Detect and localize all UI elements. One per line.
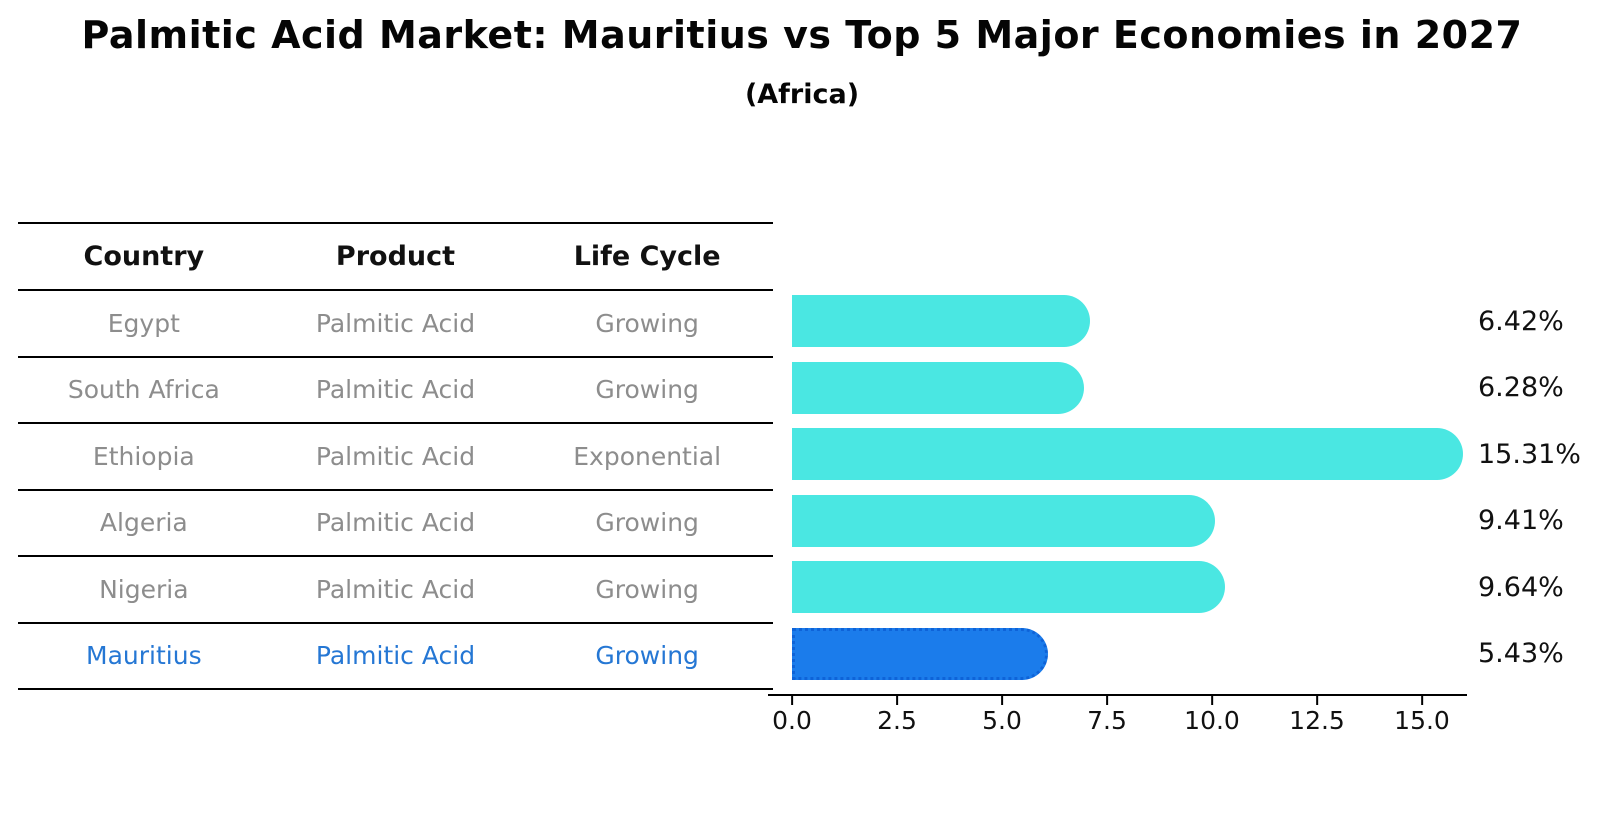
cell-country: Egypt bbox=[107, 308, 180, 338]
column-header-country: Country bbox=[83, 241, 205, 272]
bar-plot bbox=[792, 288, 1492, 687]
table-row-south-africa: South Africa Palmitic Acid Growing bbox=[18, 355, 773, 423]
x-tick-12.5: 12.5 bbox=[1289, 696, 1345, 735]
x-tick-mark bbox=[790, 696, 793, 705]
table-row-ethiopia: Ethiopia Palmitic Acid Exponential bbox=[18, 422, 773, 489]
bar-nigeria bbox=[792, 561, 1225, 613]
bar-row-nigeria bbox=[792, 554, 1492, 621]
x-axis-line bbox=[768, 694, 1467, 696]
x-tick-label: 7.5 bbox=[1087, 706, 1127, 735]
bar-value-label: 15.31% bbox=[1478, 438, 1581, 470]
bar-mauritius bbox=[792, 627, 1048, 680]
x-tick-7.5: 7.5 bbox=[1087, 696, 1127, 735]
cell-country: Mauritius bbox=[86, 641, 202, 671]
x-tick-label: 5.0 bbox=[982, 706, 1022, 735]
bar-value-label: 6.28% bbox=[1478, 372, 1564, 404]
bar-value-label: 5.43% bbox=[1478, 638, 1564, 670]
value-label-row-ethiopia: 15.31% bbox=[1478, 421, 1581, 488]
cell-country: Ethiopia bbox=[92, 441, 195, 471]
bar-value-label: 6.42% bbox=[1478, 305, 1564, 337]
cell-country: South Africa bbox=[67, 375, 220, 405]
value-label-row-mauritius: 5.43% bbox=[1478, 621, 1581, 688]
bar-row-mauritius bbox=[792, 621, 1492, 688]
table-row-nigeria: Nigeria Palmitic Acid Growing bbox=[18, 555, 773, 622]
cell-life-cycle: Growing bbox=[595, 574, 699, 604]
x-tick-mark bbox=[1420, 696, 1423, 705]
x-tick-5.0: 5.0 bbox=[982, 696, 1022, 735]
x-tick-2.5: 2.5 bbox=[877, 696, 917, 735]
x-tick-label: 0.0 bbox=[772, 706, 812, 735]
bar-row-south-africa bbox=[792, 355, 1492, 422]
x-tick-label: 15.0 bbox=[1394, 706, 1450, 735]
bar-algeria bbox=[792, 494, 1215, 547]
table-row-egypt: Egypt Palmitic Acid Growing bbox=[18, 289, 773, 356]
value-label-row-egypt: 6.42% bbox=[1478, 288, 1581, 355]
cell-product: Palmitic Acid bbox=[315, 641, 476, 671]
cell-product: Palmitic Acid bbox=[315, 441, 476, 471]
cell-product: Palmitic Acid bbox=[315, 508, 476, 538]
data-table: Country Product Life Cycle Egypt Palmitic Ac… bbox=[18, 222, 773, 690]
table-row-mauritius: Mauritius Palmitic Acid Growing bbox=[18, 621, 773, 689]
bar-row-ethiopia bbox=[792, 421, 1492, 488]
x-axis-ticks: 0.0 2.5 5.0 7.5 10.0 12.5 15.0 bbox=[0, 696, 1604, 746]
bar-value-label: 9.64% bbox=[1478, 571, 1564, 603]
x-tick-label: 2.5 bbox=[877, 706, 917, 735]
cell-life-cycle: Growing bbox=[595, 375, 699, 405]
value-label-row-south-africa: 6.28% bbox=[1478, 355, 1581, 422]
x-tick-mark bbox=[1105, 696, 1108, 705]
column-header-product: Product bbox=[335, 241, 456, 272]
bar-value-labels: 6.42% 6.28% 15.31% 9.41% 9.64% 5.43% bbox=[1478, 288, 1581, 687]
bar-row-algeria bbox=[792, 488, 1492, 555]
x-tick-label: 12.5 bbox=[1289, 706, 1345, 735]
cell-life-cycle: Growing bbox=[595, 641, 699, 671]
bar-row-egypt bbox=[792, 288, 1492, 355]
cell-country: Algeria bbox=[99, 508, 188, 538]
chart-subtitle: (Africa) bbox=[744, 79, 860, 110]
bar-ethiopia bbox=[792, 428, 1463, 480]
bar-value-label: 9.41% bbox=[1478, 505, 1564, 537]
x-tick-label: 10.0 bbox=[1184, 706, 1240, 735]
x-tick-0.0: 0.0 bbox=[772, 696, 812, 735]
cell-product: Palmitic Acid bbox=[315, 308, 476, 338]
x-tick-10.0: 10.0 bbox=[1184, 696, 1240, 735]
cell-life-cycle: Exponential bbox=[573, 441, 722, 471]
bar-egypt bbox=[792, 295, 1090, 347]
table-header-row: Country Product Life Cycle bbox=[18, 222, 773, 289]
x-tick-mark bbox=[895, 696, 898, 705]
x-tick-15.0: 15.0 bbox=[1394, 696, 1450, 735]
chart-title: Palmitic Acid Market: Mauritius vs Top 5… bbox=[81, 13, 1523, 57]
x-tick-mark bbox=[1210, 696, 1213, 705]
cell-product: Palmitic Acid bbox=[315, 375, 476, 405]
column-header-life-cycle: Life Cycle bbox=[573, 241, 721, 272]
x-tick-mark bbox=[1000, 696, 1003, 705]
bar-south-africa bbox=[792, 361, 1084, 414]
value-label-row-nigeria: 9.64% bbox=[1478, 554, 1581, 621]
cell-product: Palmitic Acid bbox=[315, 574, 476, 604]
cell-country: Nigeria bbox=[99, 574, 189, 604]
x-tick-mark bbox=[1315, 696, 1318, 705]
cell-life-cycle: Growing bbox=[595, 308, 699, 338]
cell-life-cycle: Growing bbox=[595, 508, 699, 538]
value-label-row-algeria: 9.41% bbox=[1478, 488, 1581, 555]
table-row-algeria: Algeria Palmitic Acid Growing bbox=[18, 488, 773, 556]
